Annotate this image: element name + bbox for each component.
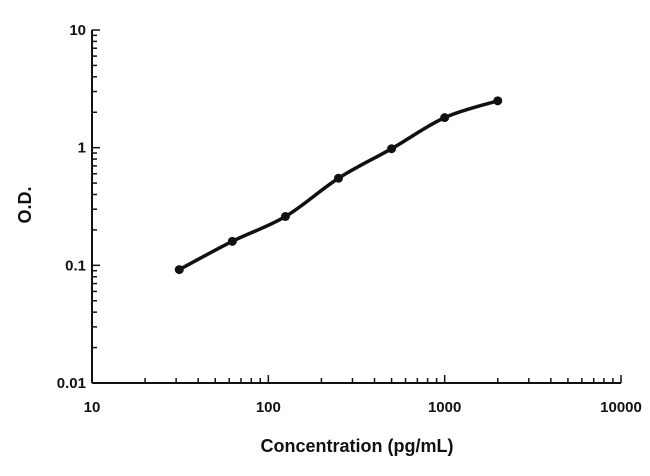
data-point xyxy=(227,236,237,246)
y-tick-label: 0.01 xyxy=(57,375,86,392)
data-points xyxy=(174,96,503,275)
y-axis-label: O.D. xyxy=(15,186,35,223)
y-tick-label: 10 xyxy=(69,22,86,39)
x-tick-label: 1000 xyxy=(428,399,461,416)
y-tick-label: 0.1 xyxy=(65,257,86,274)
data-point xyxy=(280,212,290,222)
data-point xyxy=(493,96,503,106)
axes xyxy=(91,29,622,384)
x-tick-label: 10000 xyxy=(600,399,642,416)
x-axis-label: Concentration (pg/mL) xyxy=(261,436,454,456)
data-point xyxy=(174,265,184,275)
data-point xyxy=(440,113,450,123)
tick-labels: 10 100 1000 10000 0.01 0.1 1 10 xyxy=(57,22,642,416)
series-curve xyxy=(177,99,500,272)
data-point xyxy=(387,144,397,154)
y-tick-label: 1 xyxy=(78,140,86,157)
data-point xyxy=(334,173,344,183)
x-tick-label: 10 xyxy=(84,399,101,416)
x-tick-label: 100 xyxy=(256,399,281,416)
